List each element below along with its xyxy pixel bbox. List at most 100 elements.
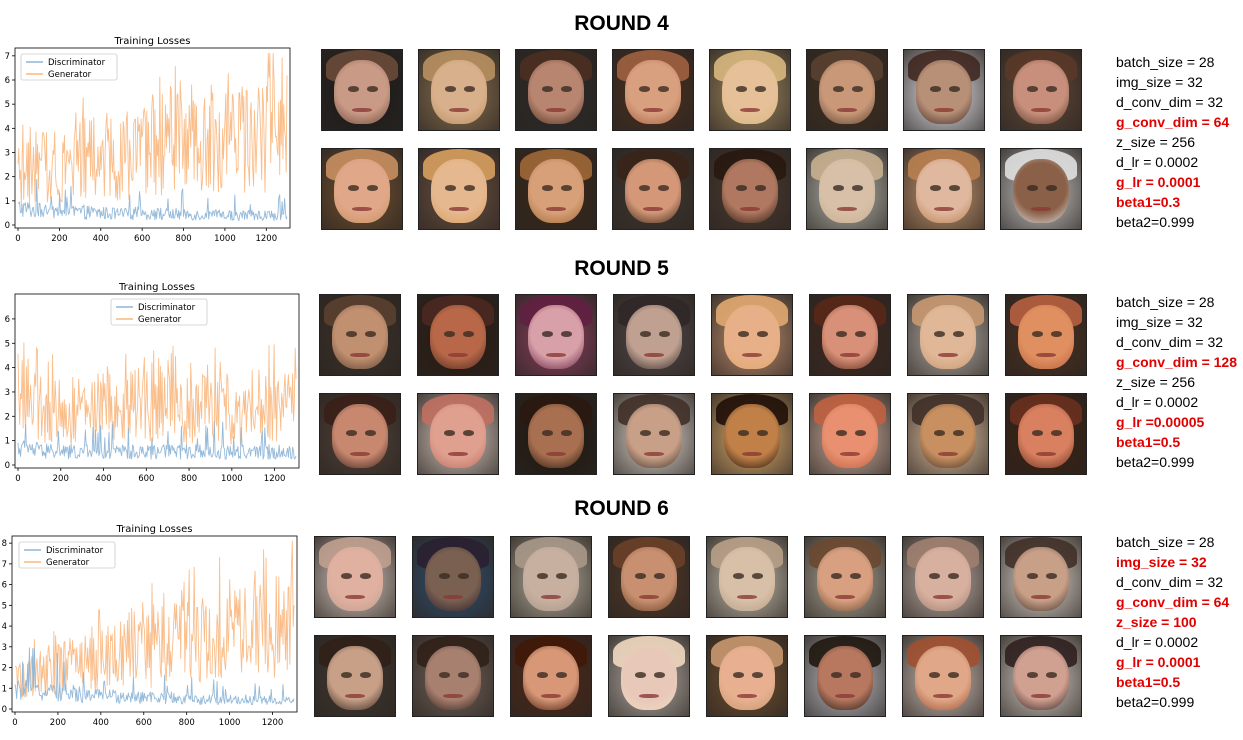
round-6-title: ROUND 6 xyxy=(574,497,669,520)
hyperparameter-line: batch_size = 28 xyxy=(1116,294,1215,310)
round-4-title: ROUND 4 xyxy=(574,12,669,35)
generated-face-image xyxy=(515,294,597,376)
generated-face-image xyxy=(612,49,694,131)
x-tick-label: 1200 xyxy=(255,234,277,244)
generated-face-image xyxy=(1005,393,1087,475)
x-tick-label: 0 xyxy=(15,474,20,484)
chart-title: Training Losses xyxy=(118,282,195,293)
y-tick-label: 2 xyxy=(5,412,10,422)
hyperparameter-line: z_size = 256 xyxy=(1116,374,1195,390)
y-tick-label: 6 xyxy=(5,76,10,86)
y-tick-label: 0 xyxy=(5,461,10,471)
y-tick-label: 2 xyxy=(5,173,10,183)
round-5-loss-chart: Training Losses 0 200 400 600 800 1000 1200 0 1 2 3… xyxy=(0,275,305,491)
hyperparameter-line: g_conv_dim = 64 xyxy=(1116,114,1230,130)
generated-face-image xyxy=(806,49,888,131)
y-tick-label: 3 xyxy=(2,643,7,653)
legend-label: Generator xyxy=(46,558,90,568)
x-tick-label: 400 xyxy=(93,718,109,728)
x-tick-label: 800 xyxy=(181,474,197,484)
generator-loss-line xyxy=(17,52,288,206)
x-tick-label: 0 xyxy=(15,234,20,244)
generated-face-image xyxy=(613,393,695,475)
hyperparameter-line: img_size = 32 xyxy=(1116,554,1207,570)
generated-face-image xyxy=(709,49,791,131)
generated-face-image xyxy=(1005,294,1087,376)
y-tick-label: 4 xyxy=(5,124,10,134)
generated-face-image xyxy=(804,635,886,717)
legend-label: Generator xyxy=(138,315,182,325)
generated-face-image xyxy=(907,393,989,475)
generated-face-image xyxy=(907,294,989,376)
hyperparameter-line: d_conv_dim = 32 xyxy=(1116,574,1224,590)
round-6-loss-chart: Training Losses 0 200 400 600 800 1000 1200 0 1 2 3… xyxy=(0,516,300,732)
hyperparameter-line: beta2=0.999 xyxy=(1116,694,1195,710)
round-5-hyperparameters: batch_size = 28 img_size = 32 d_conv_dim =… xyxy=(1116,292,1237,472)
generated-face-image xyxy=(515,393,597,475)
x-tick-label: 1200 xyxy=(262,718,284,728)
generated-face-image xyxy=(510,536,592,618)
hyperparameter-line: d_lr = 0.0002 xyxy=(1116,394,1199,410)
generated-face-image xyxy=(612,148,694,230)
legend-label: Discriminator xyxy=(46,546,104,556)
x-tick-label: 400 xyxy=(93,234,109,244)
hyperparameter-line: g_conv_dim = 128 xyxy=(1116,354,1238,370)
y-tick-label: 3 xyxy=(5,149,10,159)
generated-face-image xyxy=(319,294,401,376)
hyperparameter-line: d_conv_dim = 32 xyxy=(1116,334,1224,350)
x-tick-label: 800 xyxy=(175,234,191,244)
y-tick-label: 6 xyxy=(5,315,10,325)
hyperparameter-line: batch_size = 28 xyxy=(1116,54,1215,70)
generated-face-image xyxy=(417,294,499,376)
hyperparameter-line: d_lr = 0.0002 xyxy=(1116,634,1199,650)
hyperparameter-line: img_size = 32 xyxy=(1116,314,1203,330)
generated-face-image xyxy=(1000,536,1082,618)
y-tick-label: 8 xyxy=(2,539,7,549)
legend-label: Generator xyxy=(48,70,92,80)
generated-face-image xyxy=(706,635,788,717)
generated-face-image xyxy=(314,536,396,618)
generator-loss-line xyxy=(17,342,297,446)
round-4-hyperparameters: batch_size = 28 img_size = 32 d_conv_dim =… xyxy=(1116,52,1229,232)
generated-face-image xyxy=(321,148,403,230)
legend-label: Discriminator xyxy=(48,58,106,68)
y-tick-label: 2 xyxy=(2,664,7,674)
generated-face-image xyxy=(711,393,793,475)
x-tick-label: 200 xyxy=(53,474,69,484)
x-tick-label: 1000 xyxy=(219,718,241,728)
generated-face-image xyxy=(418,148,500,230)
generator-loss-line xyxy=(14,540,295,698)
x-tick-label: 800 xyxy=(179,718,195,728)
y-tick-label: 7 xyxy=(5,52,10,62)
hyperparameter-line: g_lr = 0.0001 xyxy=(1116,654,1201,670)
hyperparameter-line: g_lr =0.00005 xyxy=(1116,414,1205,430)
generated-face-image xyxy=(903,49,985,131)
x-tick-label: 600 xyxy=(136,718,152,728)
round-6-hyperparameters: batch_size = 28 img_size = 32 d_conv_dim =… xyxy=(1116,532,1229,712)
hyperparameter-line: beta1=0.5 xyxy=(1116,434,1181,450)
x-tick-label: 200 xyxy=(51,234,67,244)
legend-box xyxy=(110,298,208,326)
y-tick-label: 0 xyxy=(2,705,7,715)
generated-face-image xyxy=(902,536,984,618)
hyperparameter-line: d_conv_dim = 32 xyxy=(1116,94,1224,110)
hyperparameter-line: beta1=0.3 xyxy=(1116,194,1181,210)
discriminator-loss-line xyxy=(17,179,288,222)
y-tick-label: 5 xyxy=(5,100,10,110)
generated-face-image xyxy=(809,393,891,475)
generated-face-image xyxy=(709,148,791,230)
x-tick-label: 600 xyxy=(138,474,154,484)
generated-face-image xyxy=(608,536,690,618)
hyperparameter-line: beta1=0.5 xyxy=(1116,674,1181,690)
generated-face-image xyxy=(1000,635,1082,717)
y-tick-label: 7 xyxy=(2,560,7,570)
generated-face-image xyxy=(806,148,888,230)
hyperparameter-line: d_lr = 0.0002 xyxy=(1116,154,1199,170)
y-tick-label: 1 xyxy=(5,197,10,207)
generated-face-image xyxy=(804,536,886,618)
x-tick-label: 600 xyxy=(134,234,150,244)
generated-face-image xyxy=(902,635,984,717)
generated-face-image xyxy=(1000,148,1082,230)
round-5-title: ROUND 5 xyxy=(574,257,669,280)
generated-face-image xyxy=(903,148,985,230)
